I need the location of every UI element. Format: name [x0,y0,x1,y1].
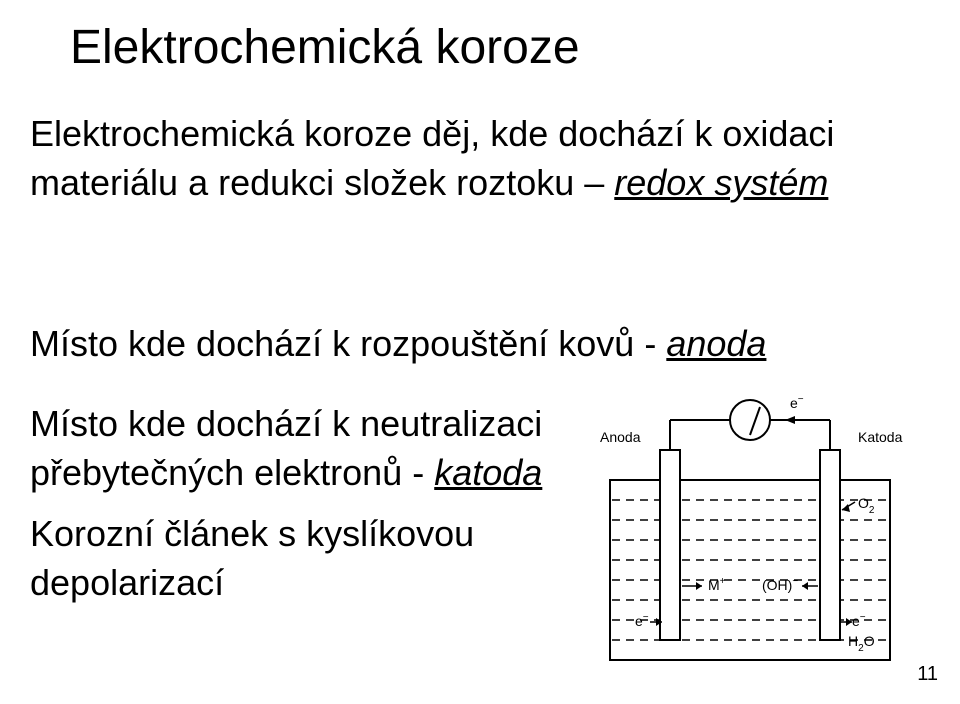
label-oh: (OH)− [762,576,798,593]
label-anoda: Anoda [600,429,641,445]
paragraph-2: Místo kde dochází k rozpouštění kovů - a… [30,320,930,369]
term-anoda: anoda [666,323,766,364]
label-katoda: Katoda [858,429,903,445]
page-title: Elektrochemická koroze [70,20,580,75]
label-e-top: e− [790,394,804,411]
term-redox: redox systém [614,162,828,203]
corrosion-cell-diagram: e− Anoda Katoda O2 M+ (OH)− e− e− [590,390,930,680]
paragraph-1: Elektrochemická koroze děj, kde dochází … [30,110,930,207]
paragraph-4: Korozní článek s kyslíkovou depolarizací [30,510,550,607]
label-m: M+ [708,576,726,593]
label-h2o: H2O [848,633,875,654]
label-e-cathode: e− [852,612,866,629]
term-katoda: katoda [434,452,542,493]
label-e-anode: e− [635,612,649,629]
paragraph-2-text: Místo kde dochází k rozpouštění kovů - [30,323,666,364]
paragraph-3: Místo kde dochází k neutralizaci přebyte… [30,400,590,497]
label-o2: O2 [858,495,875,516]
